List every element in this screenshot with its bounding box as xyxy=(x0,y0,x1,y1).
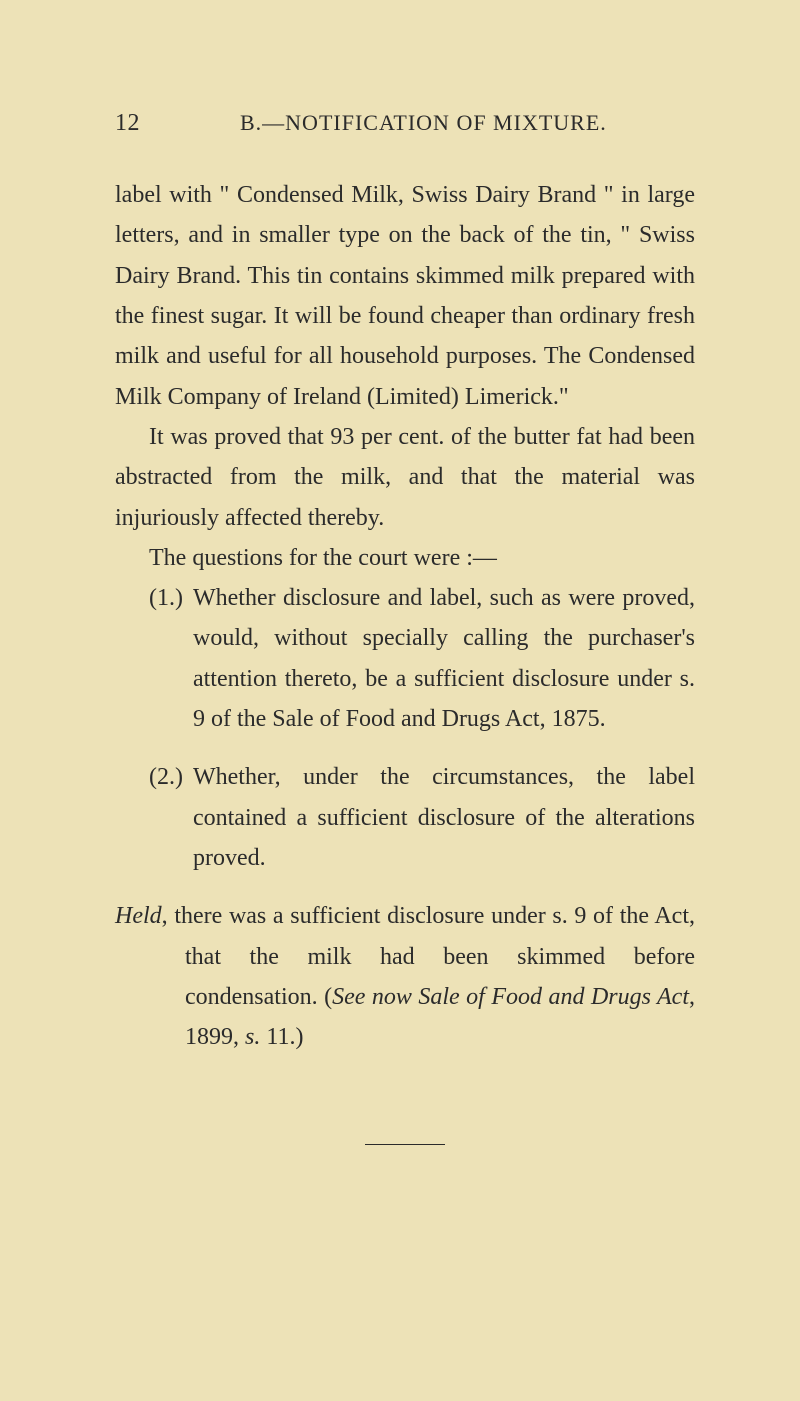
paragraph-3: The questions for the court were :— xyxy=(115,538,695,578)
page-container: 12 B.—NOTIFICATION OF MIXTURE. label wit… xyxy=(0,0,800,1238)
paragraph-2: It was proved that 93 per cent. of the b… xyxy=(115,417,695,538)
list-item-2: (2.) Whether, under the circumstances, t… xyxy=(149,757,695,878)
held-paragraph: Held, there was a sufficient disclosure … xyxy=(115,896,695,1057)
list-item-1-number: (1.) xyxy=(149,578,183,739)
page-header: 12 B.—NOTIFICATION OF MIXTURE. xyxy=(115,110,695,137)
paragraph-1: label with " Condensed Milk, Swiss Dairy… xyxy=(115,175,695,417)
page-number: 12 xyxy=(115,110,140,137)
list-item-2-text: Whether, under the circumstances, the la… xyxy=(183,757,695,878)
held-see: See now Sale of Food and Drugs Act xyxy=(332,984,689,1010)
divider-wrap xyxy=(115,1118,695,1158)
divider-line xyxy=(365,1144,445,1145)
list-item-2-number: (2.) xyxy=(149,757,183,878)
list-item-1: (1.) Whether disclosure and label, such … xyxy=(149,578,695,739)
held-text-3: 11.) xyxy=(260,1024,303,1050)
held-label: Held xyxy=(115,903,162,929)
list-item-1-text: Whether disclosure and label, such as we… xyxy=(183,578,695,739)
header-title: B.—NOTIFICATION OF MIXTURE. xyxy=(240,110,607,136)
held-s: s. xyxy=(245,1024,260,1050)
body-text: label with " Condensed Milk, Swiss Dairy… xyxy=(115,175,695,1158)
